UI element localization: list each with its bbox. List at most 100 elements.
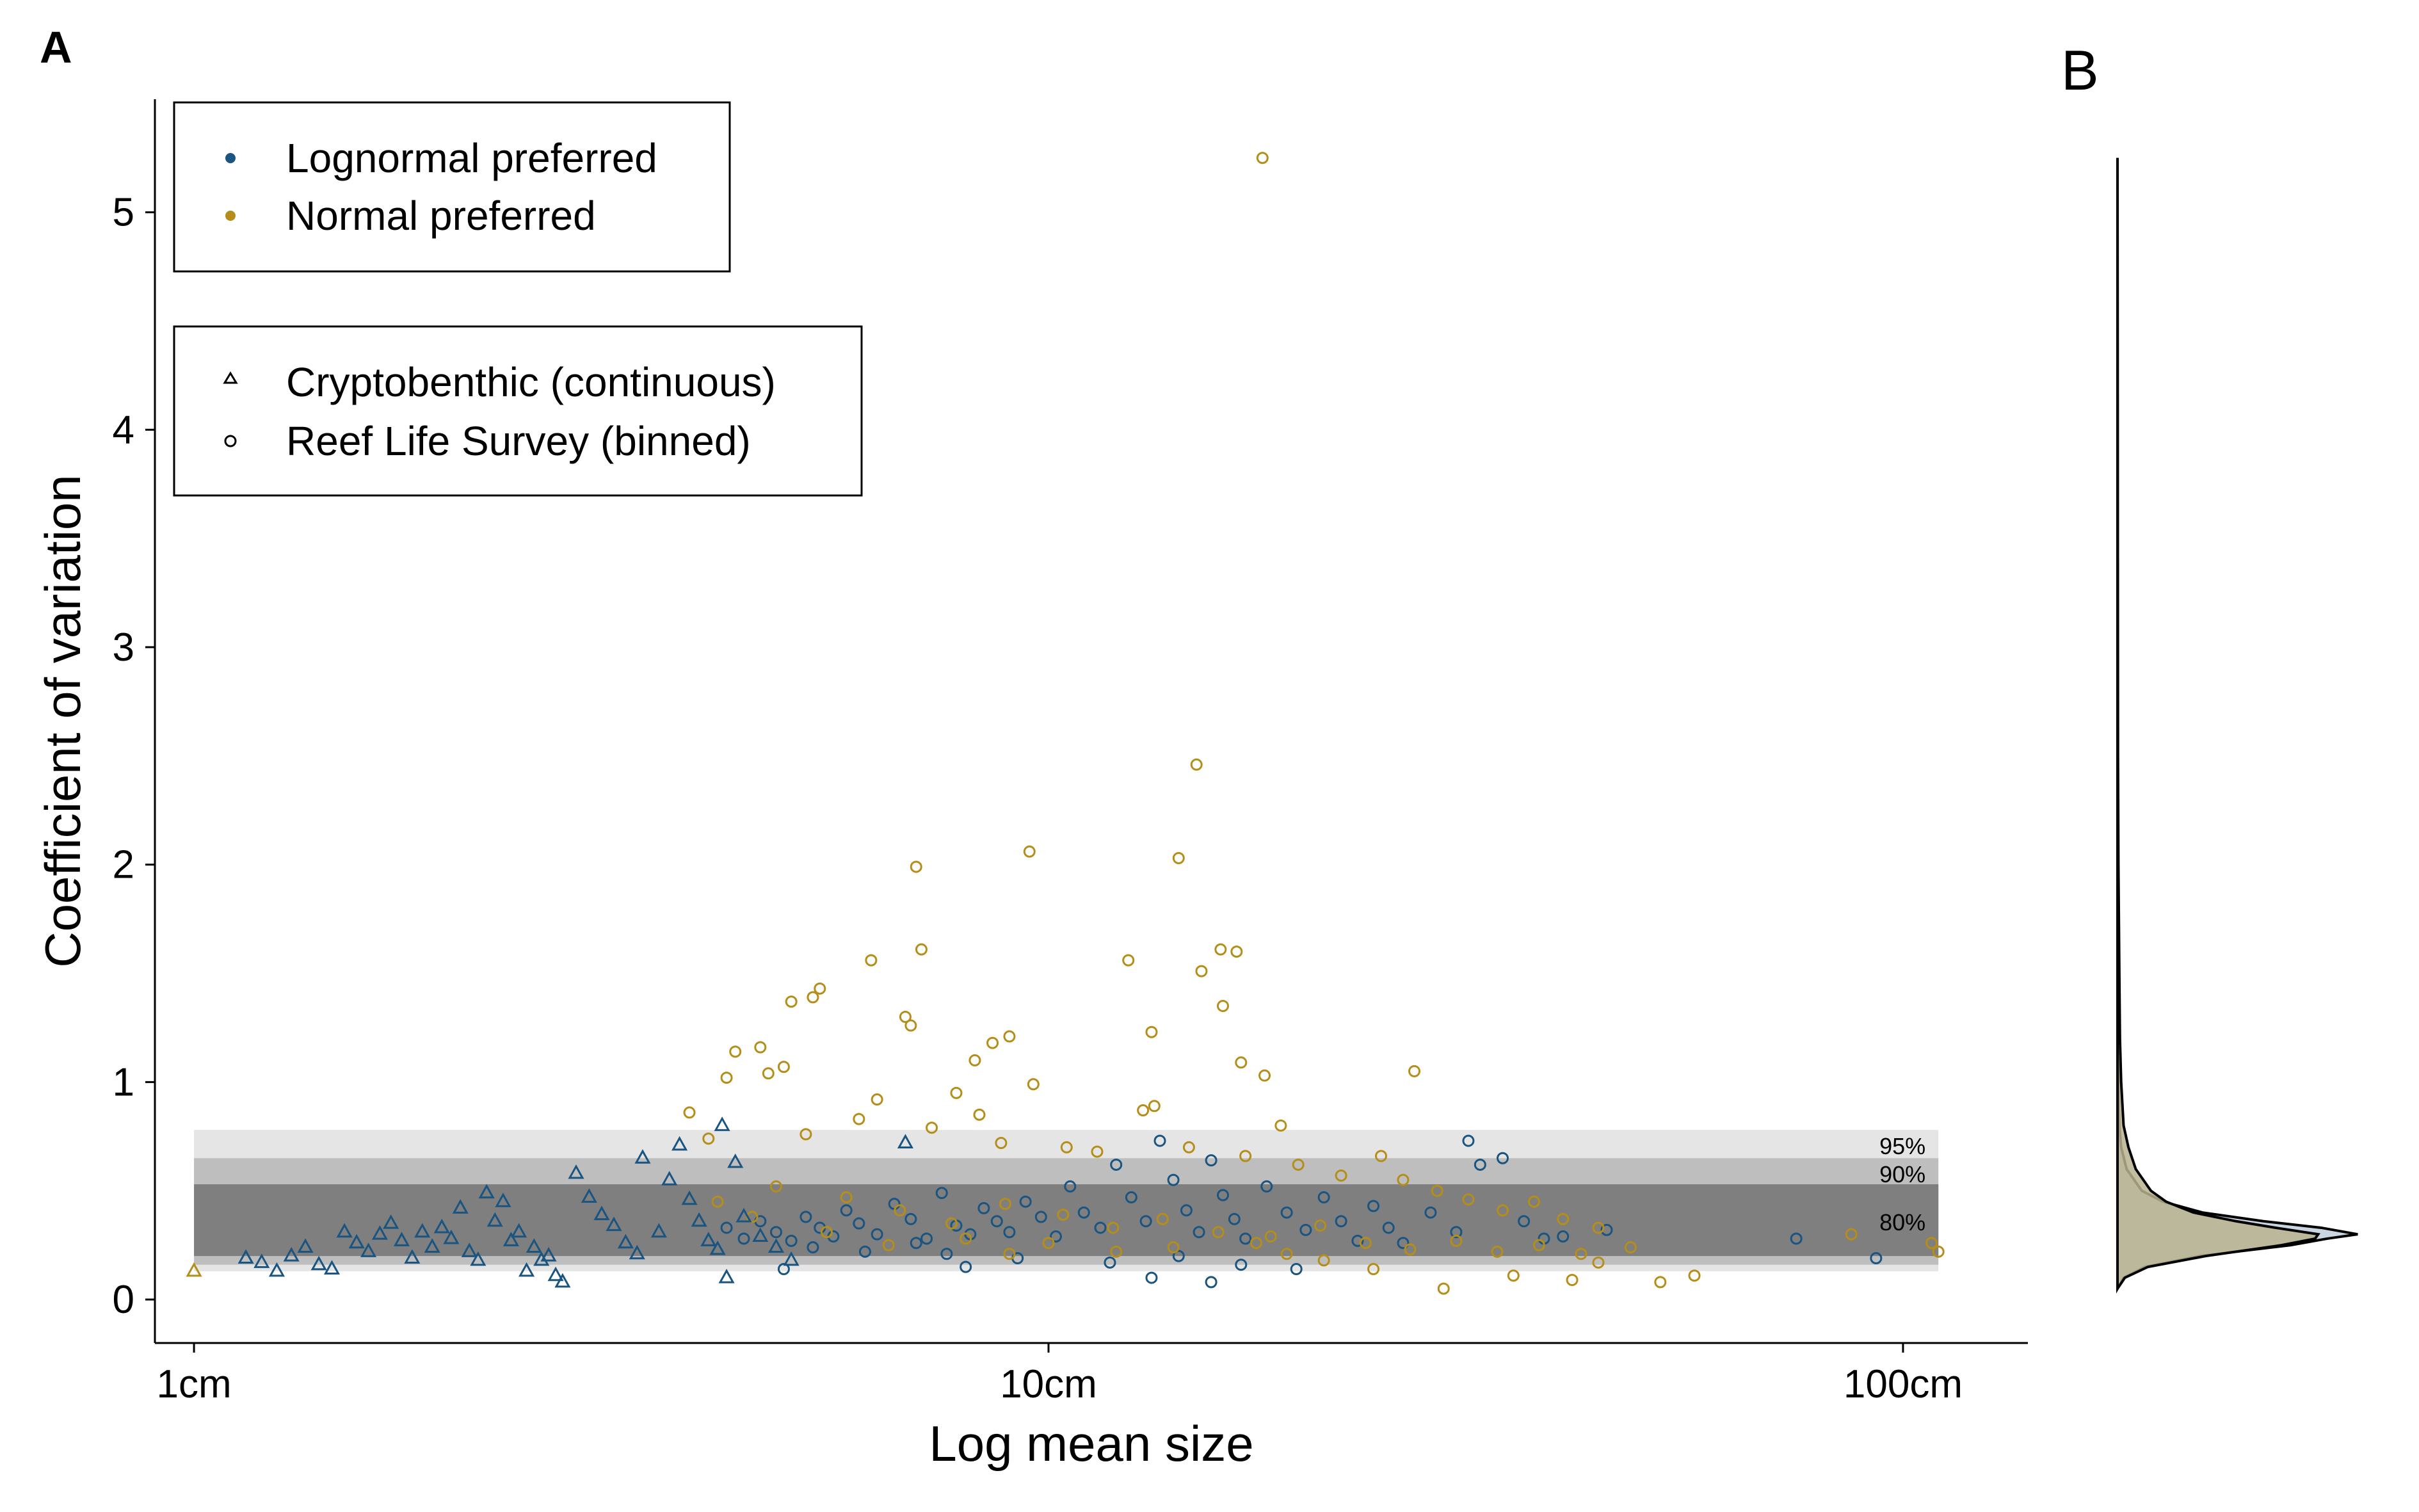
data-point-triangle: [735, 1207, 752, 1223]
data-point-circle: [1258, 1069, 1271, 1082]
data-point-circle: [1314, 1219, 1327, 1232]
data-point-triangle: [511, 1223, 527, 1238]
data-point-circle: [1437, 1282, 1450, 1295]
data-point-triangle: [752, 1227, 769, 1243]
data-point-circle: [1280, 1206, 1293, 1219]
data-point-triangle: [767, 1238, 785, 1253]
data-point-circle: [1195, 965, 1208, 977]
data-point-circle: [1230, 945, 1243, 958]
data-point-circle: [720, 1072, 733, 1084]
data-point-triangle: [452, 1199, 469, 1214]
data-point-circle: [769, 1180, 782, 1193]
data-point-circle: [1212, 1226, 1225, 1239]
data-point-circle: [1003, 1248, 1016, 1260]
data-point-triangle: [634, 1149, 651, 1164]
confidence-bands: [194, 1130, 1939, 1271]
data-point-circle: [871, 1228, 883, 1241]
data-point-circle: [1216, 1189, 1229, 1202]
band-label: 80%: [1879, 1209, 1925, 1235]
y-tick-label: 2: [113, 843, 134, 887]
data-point-circle: [1019, 1195, 1032, 1208]
legend-normal-marker: [225, 211, 236, 221]
data-point-circle: [1557, 1230, 1570, 1243]
x-axis-title: Log mean size: [929, 1415, 1253, 1472]
data-point-circle: [1335, 1215, 1347, 1228]
x-tick-label: 100cm: [1844, 1362, 1963, 1406]
data-point-circle: [1139, 1215, 1152, 1228]
data-point-circle: [1290, 1263, 1303, 1276]
data-point-triangle: [502, 1232, 519, 1246]
data-point-circle: [1153, 1134, 1166, 1147]
data-point-circle: [950, 1086, 963, 1099]
data-point-circle: [960, 1260, 972, 1273]
data-point-circle: [904, 1019, 917, 1032]
data-point-circle: [1003, 1226, 1016, 1239]
data-point-circle: [899, 1010, 912, 1023]
data-point-circle: [1592, 1221, 1605, 1234]
data-point-circle: [1870, 1252, 1883, 1265]
data-point-circle: [1292, 1158, 1305, 1171]
data-point-circle: [1317, 1191, 1330, 1203]
data-point-circle: [1145, 1025, 1158, 1038]
legend-lognormal-label: Lognormal preferred: [286, 135, 657, 181]
data-point-triangle: [533, 1251, 550, 1266]
data-point-triangle: [186, 1262, 202, 1277]
data-point-triangle: [371, 1225, 388, 1240]
data-point-circle: [1424, 1206, 1437, 1219]
data-point-circle: [1145, 1271, 1158, 1284]
data-point-triangle: [593, 1205, 610, 1221]
data-point-circle: [1205, 1154, 1218, 1167]
data-point-circle: [1790, 1232, 1803, 1245]
data-point-circle: [1239, 1150, 1252, 1162]
data-point-circle: [1317, 1254, 1330, 1267]
x-tick-label: 10cm: [1000, 1362, 1097, 1406]
data-point-circle: [814, 982, 826, 995]
data-point-circle: [1110, 1245, 1123, 1258]
data-point-circle: [777, 1263, 790, 1276]
data-point-triangle: [581, 1188, 597, 1203]
data-point-circle: [1397, 1237, 1410, 1250]
data-point-circle: [1624, 1241, 1637, 1254]
data-point-circle: [1600, 1223, 1613, 1236]
data-point-triangle: [540, 1247, 557, 1262]
data-point-triangle: [461, 1243, 478, 1257]
data-point-circle: [1260, 1180, 1273, 1193]
data-point-circle: [882, 1239, 895, 1251]
scatter-panel: 95%90% 80% 0 1 2 3 4 5 1cm 10cm 100cm Log mean si…: [35, 99, 2028, 1472]
data-point-circle: [1280, 1248, 1293, 1260]
density-panel: [2116, 157, 2358, 1294]
data-point-triangle: [681, 1190, 698, 1205]
legend-color: Lognormal preferred Normal preferred: [173, 101, 731, 273]
panel-label-b: B: [2061, 38, 2099, 102]
data-point-triangle: [348, 1234, 365, 1249]
data-point-circle: [1496, 1152, 1509, 1164]
data-point-circle: [1507, 1269, 1520, 1282]
data-point-triangle: [783, 1251, 800, 1266]
y-tick-label: 4: [113, 408, 134, 452]
data-point-circle: [1359, 1237, 1372, 1250]
data-point-circle: [940, 1248, 953, 1260]
data-point-circle: [1925, 1237, 1938, 1250]
data-point-circle: [800, 1210, 812, 1223]
x-tick-label: 1cm: [157, 1362, 232, 1406]
data-point-circle: [1264, 1230, 1277, 1243]
data-point-circle: [1148, 1100, 1161, 1113]
data-point-circle: [769, 1226, 782, 1239]
legend-shape-box: [173, 325, 863, 497]
data-point-triangle: [383, 1214, 399, 1229]
data-point-circle: [1060, 1141, 1073, 1154]
data-point-circle: [754, 1041, 767, 1054]
data-point-triangle: [547, 1266, 564, 1282]
data-point-triangle: [718, 1269, 735, 1283]
legend-lognormal-marker: [225, 153, 236, 163]
data-point-circle: [999, 1198, 1011, 1210]
data-point-circle: [1235, 1056, 1248, 1069]
data-point-circle: [1077, 1206, 1090, 1219]
data-point-triangle: [336, 1223, 353, 1238]
data-point-triangle: [443, 1229, 460, 1244]
legend-reef-life-label: Reef Life Survey (binned): [286, 418, 751, 464]
legend-cryptobenthic-label: Cryptobenthic (continuous): [286, 359, 776, 405]
data-point-circle: [1566, 1273, 1579, 1286]
data-point-circle: [1023, 845, 1036, 858]
